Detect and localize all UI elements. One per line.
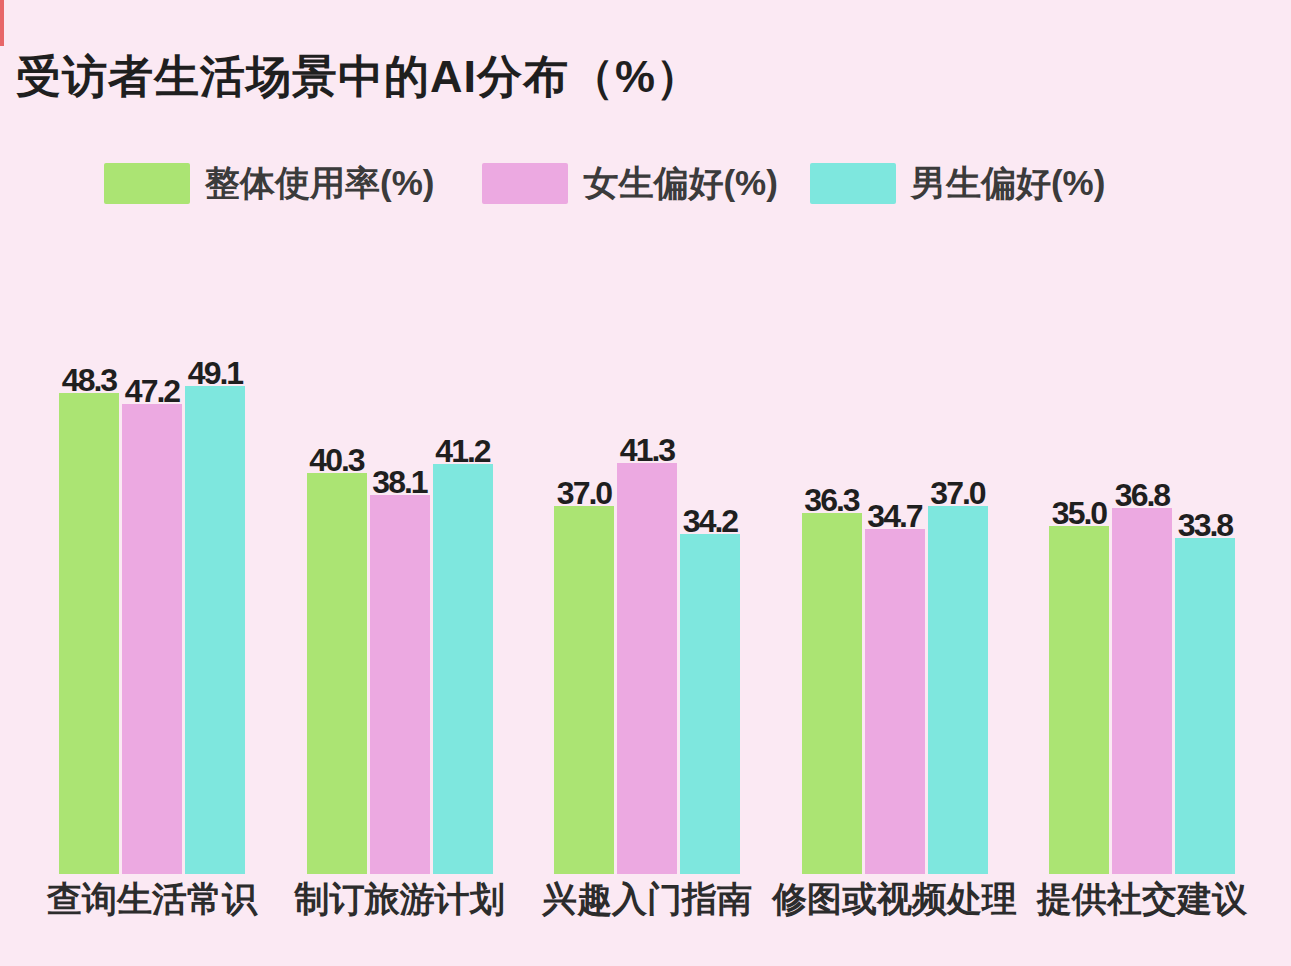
bar: 40.3 (307, 473, 367, 874)
bar-value-label: 34.7 (867, 498, 921, 535)
left-edge-red-artifact (0, 0, 4, 46)
bar-value-label: 34.2 (683, 503, 737, 540)
bar-value-label: 49.1 (188, 355, 242, 392)
bar: 49.1 (185, 386, 245, 875)
category-label: 制订旅游计划 (295, 876, 505, 923)
bar: 36.3 (802, 513, 862, 874)
bar: 33.8 (1175, 538, 1235, 874)
bar: 36.8 (1112, 508, 1172, 874)
bar-value-label: 33.8 (1178, 507, 1232, 544)
legend-label: 男生偏好(%) (911, 160, 1105, 207)
bar: 37.0 (554, 506, 614, 874)
bar-value-label: 36.3 (804, 482, 858, 519)
bar-group: 40.338.141.2制订旅游计划 (306, 354, 494, 874)
bar: 47.2 (122, 404, 182, 874)
bar: 41.3 (617, 463, 677, 874)
bar-value-label: 41.3 (620, 432, 674, 469)
category-label: 修图或视频处理 (772, 876, 1017, 923)
bar: 37.0 (928, 506, 988, 874)
bar-group: 48.347.249.1查询生活常识 (58, 354, 246, 874)
bar: 34.2 (680, 534, 740, 874)
bar: 35.0 (1049, 526, 1109, 874)
legend-swatch (482, 163, 568, 204)
legend-label: 女生偏好(%) (583, 160, 777, 207)
legend-label: 整体使用率(%) (205, 160, 434, 207)
category-label: 查询生活常识 (47, 876, 257, 923)
bar-group: 36.334.737.0修图或视频处理 (801, 354, 989, 874)
bar-value-label: 41.2 (435, 433, 489, 470)
bar-group: 37.041.334.2兴趣入门指南 (553, 354, 741, 874)
legend-swatch (104, 163, 190, 204)
bar-value-label: 47.2 (125, 373, 179, 410)
bar: 38.1 (370, 495, 430, 874)
bar-value-label: 40.3 (309, 442, 363, 479)
legend-swatch (810, 163, 896, 204)
legend: 整体使用率(%) 女生偏好(%) 男生偏好(%) (104, 160, 1105, 207)
bar-value-label: 36.8 (1115, 477, 1169, 514)
bar-group: 35.036.833.8提供社交建议 (1048, 354, 1236, 874)
bar-value-label: 37.0 (930, 475, 984, 512)
bar: 48.3 (59, 393, 119, 874)
category-label: 兴趣入门指南 (542, 876, 752, 923)
bar-value-label: 38.1 (372, 464, 426, 501)
bar-value-label: 35.0 (1052, 495, 1106, 532)
legend-item-0: 整体使用率(%) (104, 160, 434, 207)
bar-value-label: 48.3 (62, 362, 116, 399)
category-label: 提供社交建议 (1037, 876, 1247, 923)
chart-title: 受访者生活场景中的AI分布（%） (16, 47, 702, 107)
bar: 34.7 (865, 529, 925, 874)
bar-chart: 48.347.249.1查询生活常识 40.338.141.2制订旅游计划 37.0… (58, 354, 1236, 874)
legend-item-2: 男生偏好(%) (810, 160, 1105, 207)
bar-value-label: 37.0 (557, 475, 611, 512)
bar: 41.2 (433, 464, 493, 874)
legend-item-1: 女生偏好(%) (482, 160, 777, 207)
